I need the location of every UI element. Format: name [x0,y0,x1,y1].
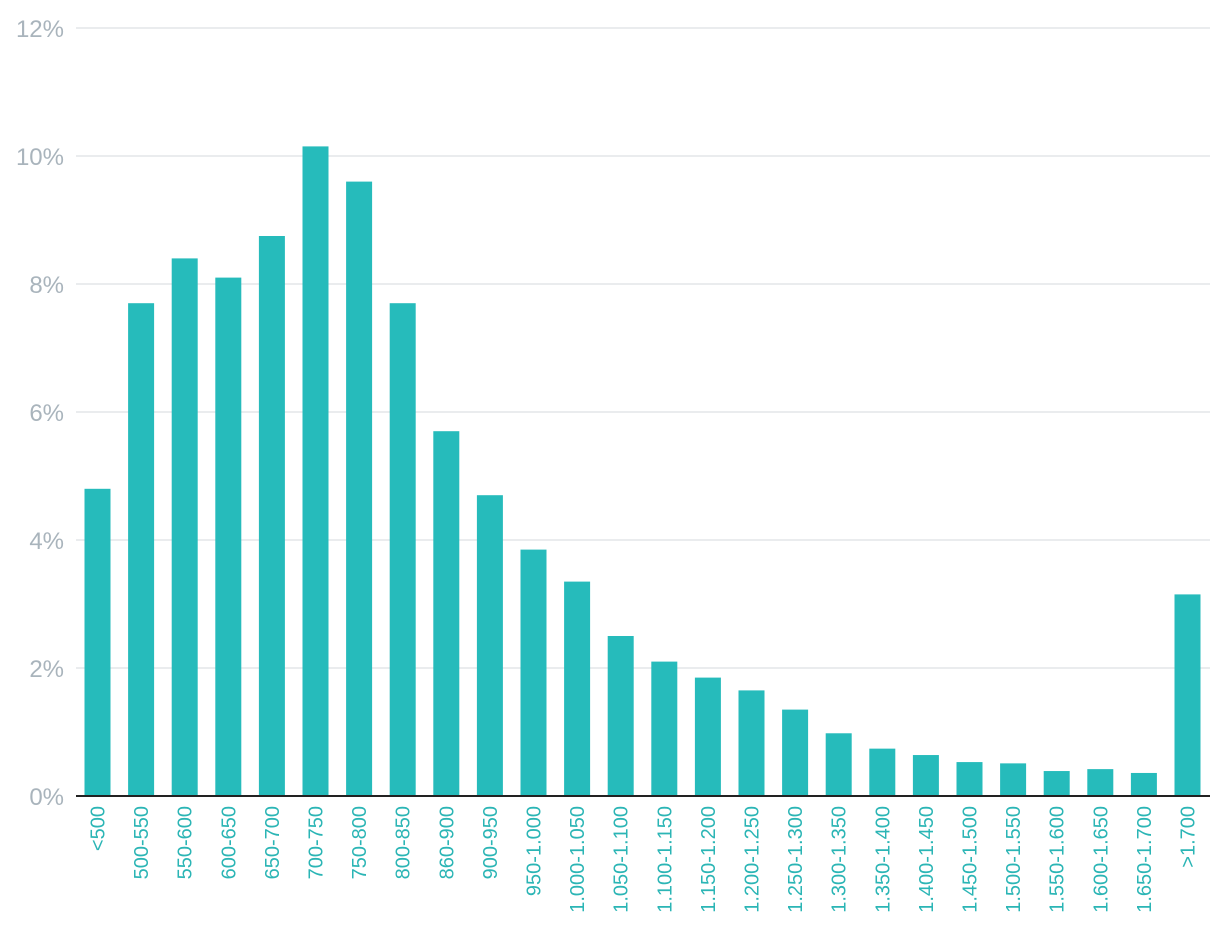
x-tick-label: 1.350-1.400 [872,806,894,913]
y-axis-ticks: 0% 2% 4% 6% 8% 10% 12% [16,16,64,811]
y-tick-label: 10% [16,144,64,171]
y-tick-label: 0% [29,784,64,811]
bar [694,677,721,796]
x-tick-label: 860-900 [436,806,458,879]
bar [869,748,896,796]
x-tick-label: >1.700 [1178,806,1200,868]
x-tick-label: 1.450-1.500 [960,806,982,913]
x-tick-label: 950-1.000 [524,806,546,896]
x-tick-label: 900-950 [480,806,502,879]
x-tick-label: 1.400-1.450 [916,806,938,913]
x-tick-label: 600-650 [218,806,240,879]
y-tick-label: 4% [29,528,64,555]
bar [258,236,285,796]
bar [1000,763,1027,796]
bar [84,488,111,796]
x-tick-label: 1.550-1.600 [1047,806,1069,913]
y-tick-label: 12% [16,16,64,43]
x-tick-label: 1.200-1.250 [742,806,764,913]
x-tick-label: 650-700 [262,806,284,879]
bar [1043,771,1070,796]
x-tick-label: 750-800 [349,806,371,879]
bar [912,755,939,796]
x-tick-label: 500-550 [131,806,153,879]
bar [476,495,503,796]
bar [825,733,852,796]
bar [956,762,983,796]
bar [171,258,198,796]
bar [302,146,329,796]
x-tick-label: 1.650-1.700 [1134,806,1156,913]
x-tick-label: 700-750 [306,806,328,879]
bar [564,581,591,796]
bar [346,181,373,797]
bar [782,709,809,796]
gridlines [76,27,1210,669]
x-tick-label: 1.250-1.300 [785,806,807,913]
bar [520,549,547,796]
y-tick-label: 8% [29,272,64,299]
bars [84,146,1201,797]
x-tick-label: 1.100-1.150 [654,806,676,913]
bar [738,690,765,796]
x-tick-label: 550-600 [175,806,197,879]
x-tick-label: 800-850 [393,806,415,879]
x-tick-label: <500 [88,806,110,851]
x-tick-label: 1.000-1.050 [567,806,589,913]
x-tick-label: 1.150-1.200 [698,806,720,913]
bar [1087,769,1114,796]
y-tick-label: 2% [29,656,64,683]
bar [1174,594,1201,796]
x-tick-label: 1.600-1.650 [1090,806,1112,913]
x-tick-label: 1.050-1.100 [611,806,633,913]
bar [128,303,155,796]
x-axis-ticks: <500 500-550 550-600 600-650 650-700 700-750 7… [88,806,1200,913]
bar [389,303,416,796]
bar [651,661,678,796]
x-tick-label: 1.300-1.350 [829,806,851,913]
bar [607,636,634,796]
y-tick-label: 6% [29,400,64,427]
x-tick-label: 1.500-1.550 [1003,806,1025,913]
bar [433,431,460,796]
bar [1130,772,1157,796]
bar [215,277,242,797]
